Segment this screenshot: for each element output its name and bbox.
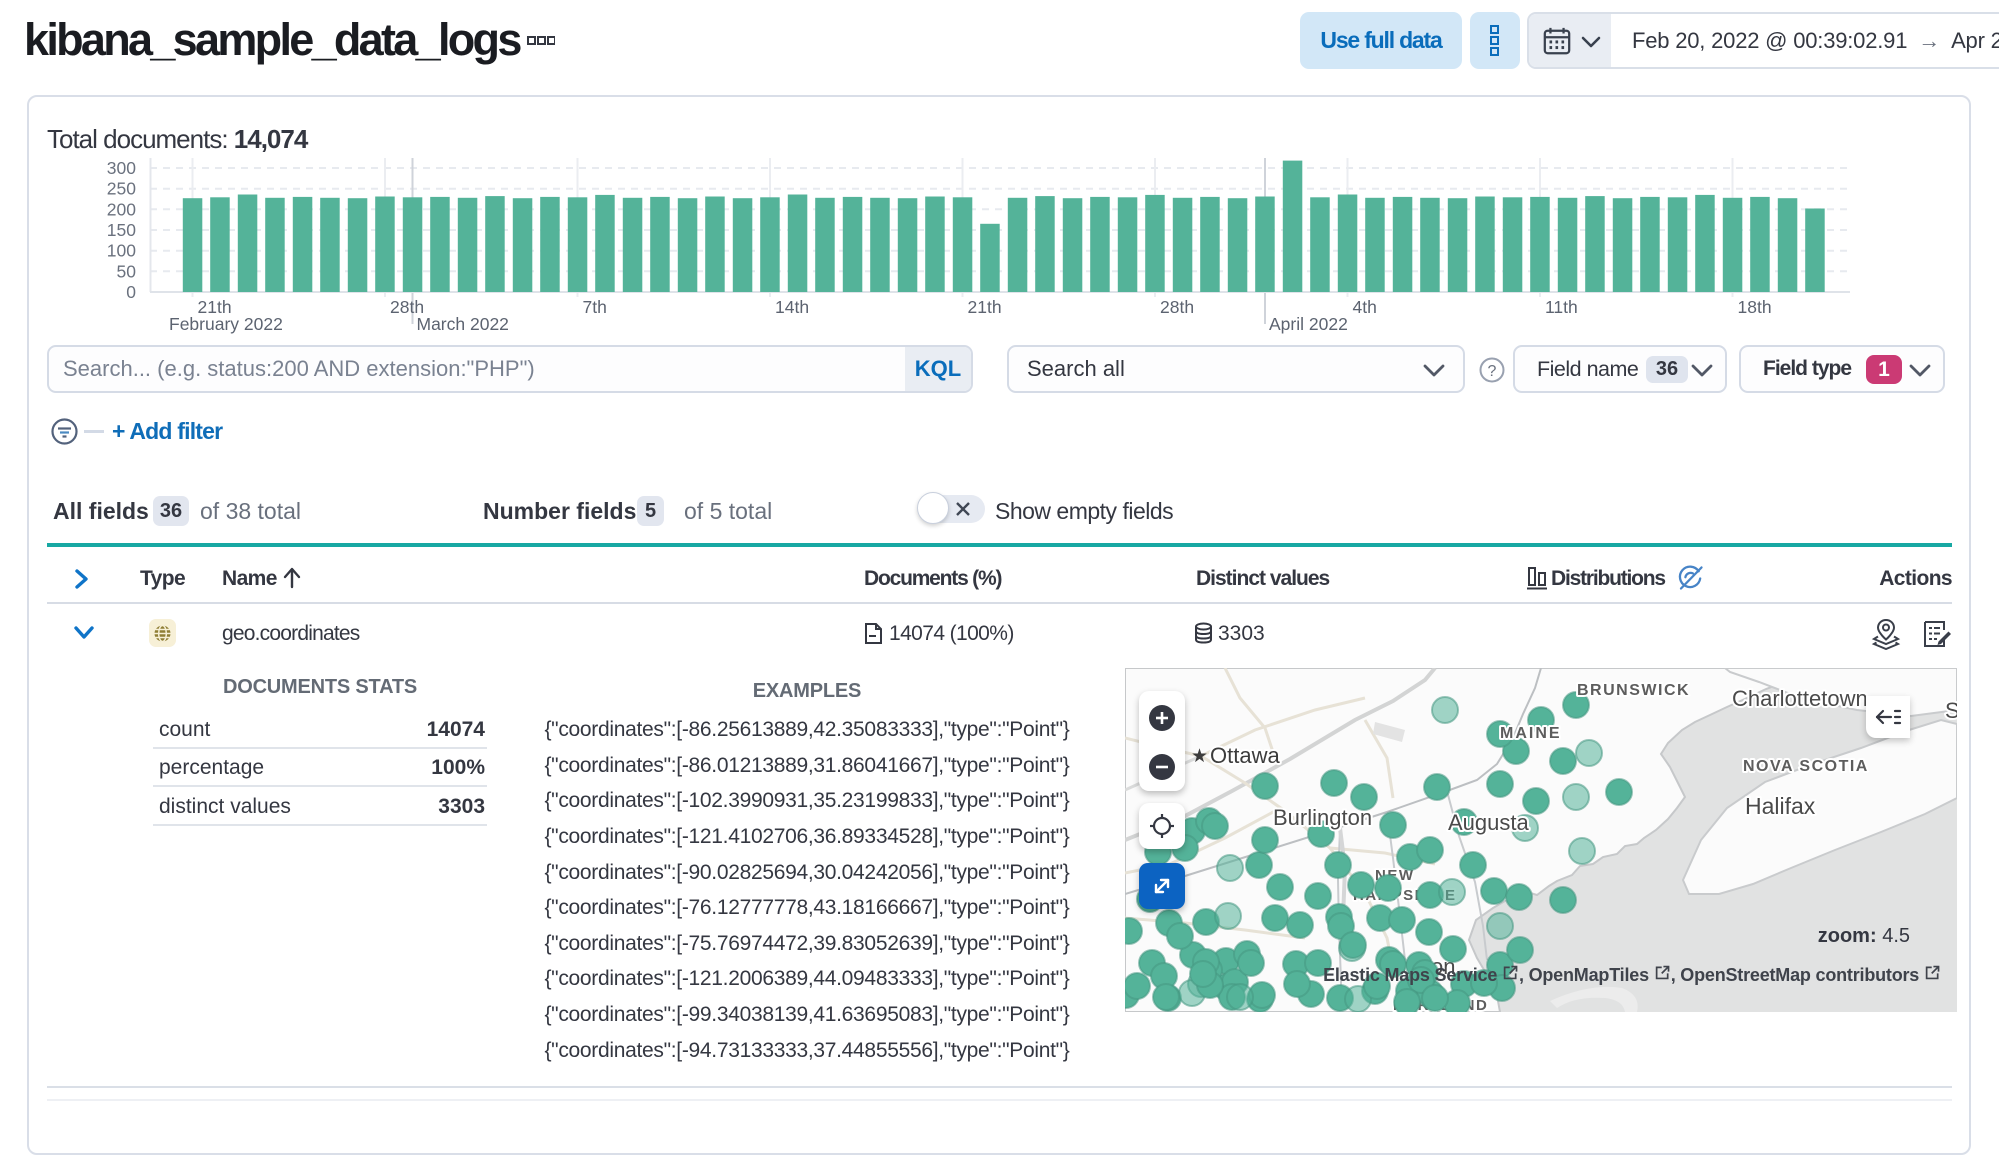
- svg-text:NOVA SCOTIA: NOVA SCOTIA: [1743, 758, 1869, 775]
- svg-text:Sy: Sy: [1945, 698, 1957, 723]
- svg-text:MAINE: MAINE: [1500, 725, 1562, 742]
- svg-text:50: 50: [117, 261, 137, 281]
- svg-text:18th: 18th: [1738, 297, 1772, 317]
- svg-text:BRUNSWICK: BRUNSWICK: [1577, 682, 1690, 699]
- svg-text:April 2022: April 2022: [1269, 314, 1348, 334]
- svg-text:11th: 11th: [1545, 297, 1578, 317]
- svg-text:7th: 7th: [583, 297, 607, 317]
- svg-text:21th: 21th: [198, 297, 232, 317]
- svg-text:Burlington: Burlington: [1273, 805, 1372, 830]
- svg-text:Halifax: Halifax: [1745, 793, 1816, 819]
- svg-text:28th: 28th: [390, 297, 424, 317]
- svg-text:250: 250: [107, 179, 136, 199]
- svg-text:?: ?: [1488, 363, 1497, 380]
- svg-text:4th: 4th: [1353, 297, 1377, 317]
- svg-text:14th: 14th: [775, 297, 809, 317]
- svg-text:0: 0: [126, 282, 136, 302]
- svg-text:300: 300: [107, 158, 136, 178]
- svg-text:Ottawa: Ottawa: [1210, 743, 1280, 768]
- svg-text:Augusta: Augusta: [1448, 810, 1529, 835]
- svg-text:21th: 21th: [968, 297, 1002, 317]
- svg-text:March 2022: March 2022: [417, 314, 509, 334]
- svg-text:200: 200: [107, 199, 136, 219]
- svg-text:150: 150: [107, 220, 136, 240]
- svg-text:Charlottetown: Charlottetown: [1732, 686, 1868, 711]
- svg-text:100: 100: [107, 241, 136, 261]
- svg-text:February 2022: February 2022: [169, 314, 283, 334]
- svg-text:★: ★: [1191, 746, 1208, 767]
- svg-text:28th: 28th: [1160, 297, 1194, 317]
